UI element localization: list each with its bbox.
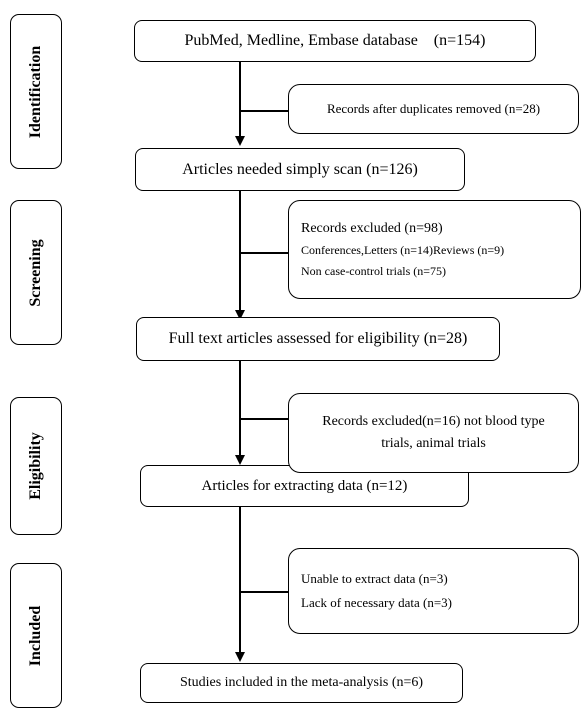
extraction-exclusion-box: Unable to extract data (n=3) Lack of nec… xyxy=(288,548,579,634)
simply-scan-text: Articles needed simply scan (n=126) xyxy=(182,160,418,178)
stage-identification: Identification xyxy=(10,14,62,169)
database-box: PubMed, Medline, Embase database (n=154) xyxy=(134,20,536,62)
screening-exclusion-line2: Non case-control trials (n=75) xyxy=(301,263,447,278)
screening-exclusion-box: Records excluded (n=98) Conferences,Lett… xyxy=(288,200,581,299)
screening-exclusion-line1: Conferences,Letters (n=14)Reviews (n=9) xyxy=(301,242,505,257)
screening-exclusion-title: Records excluded (n=98) xyxy=(301,220,443,236)
database-text: PubMed, Medline, Embase database (n=154) xyxy=(184,32,486,49)
eligibility-exclusion-line2: trials, animal trials xyxy=(381,436,486,451)
extraction-exclusion-line1: Unable to extract data (n=3) xyxy=(301,571,448,586)
stage-eligibility: Eligibility xyxy=(10,397,62,535)
simply-scan-box: Articles needed simply scan (n=126) xyxy=(135,148,465,191)
included-text: Studies included in the meta-analysis (n… xyxy=(179,675,424,690)
full-text-text: Full text articles assessed for eligibil… xyxy=(168,330,468,347)
stage-included-label: Included xyxy=(27,605,44,666)
stage-eligibility-label: Eligibility xyxy=(27,432,44,500)
eligibility-exclusion-box: Records excluded(n=16) not blood type tr… xyxy=(288,393,579,473)
duplicates-box: Records after duplicates removed (n=28) xyxy=(288,84,579,134)
full-text-box: Full text articles assessed for eligibil… xyxy=(136,317,500,361)
eligibility-exclusion-line1: Records excluded(n=16) not blood type xyxy=(322,414,545,429)
included-box: Studies included in the meta-analysis (n… xyxy=(140,663,463,703)
extraction-exclusion-line2: Lack of necessary data (n=3) xyxy=(301,595,452,610)
duplicates-text: Records after duplicates removed (n=28) xyxy=(326,101,541,116)
stage-screening-label: Screening xyxy=(27,238,44,307)
stage-identification-label: Identification xyxy=(27,45,44,138)
extracting-text: Articles for extracting data (n=12) xyxy=(201,477,408,494)
stage-included: Included xyxy=(10,563,62,708)
stage-screening: Screening xyxy=(10,200,62,345)
